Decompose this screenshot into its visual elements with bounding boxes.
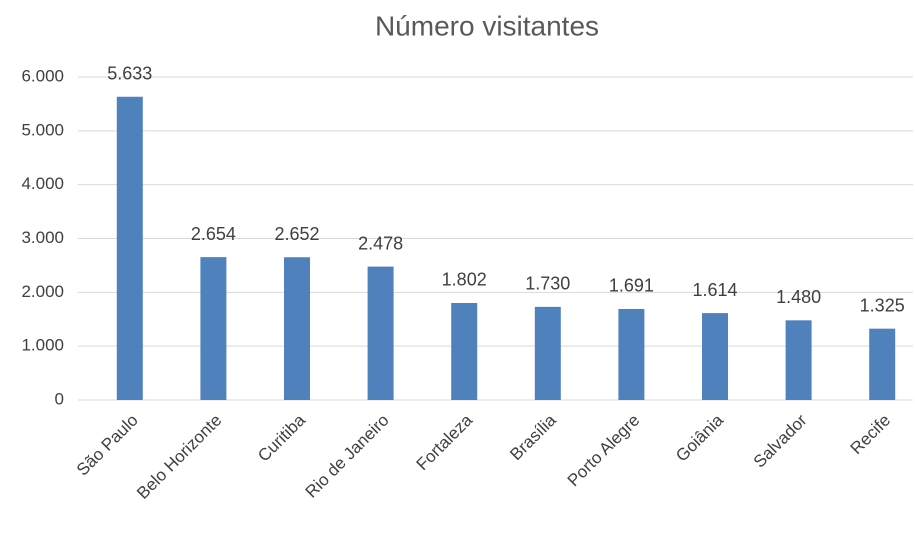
bar <box>451 302 478 400</box>
x-tick-label: Recife <box>847 411 895 459</box>
bar <box>116 96 143 400</box>
y-tick-label: 2.000 <box>21 282 64 301</box>
y-tick-label: 1.000 <box>21 336 64 355</box>
bar <box>534 306 561 400</box>
x-tick-label: Porto Alegre <box>564 411 644 491</box>
x-tick-label: Brasília <box>506 410 560 464</box>
bar <box>618 308 645 400</box>
value-label: 1.730 <box>525 274 570 294</box>
y-tick-label: 5.000 <box>21 120 64 139</box>
value-label: 1.325 <box>860 295 905 315</box>
value-label: 5.633 <box>107 64 152 84</box>
x-tick-label: Belo Horizonte <box>133 411 225 503</box>
y-tick-label: 3.000 <box>21 228 64 247</box>
x-tick-label: Curitiba <box>254 410 309 465</box>
y-tick-label: 0 <box>55 389 64 408</box>
bar <box>200 257 227 400</box>
value-label: 1.614 <box>692 280 737 300</box>
value-label: 2.654 <box>191 224 236 244</box>
value-label: 2.652 <box>274 224 319 244</box>
y-tick-label: 6.000 <box>21 66 64 85</box>
x-tick-label: Goiânia <box>672 410 727 465</box>
value-label: 1.691 <box>609 276 654 296</box>
value-label: 1.802 <box>442 270 487 290</box>
value-label: 2.478 <box>358 233 403 253</box>
bar <box>367 266 394 400</box>
y-tick-label: 4.000 <box>21 174 64 193</box>
x-tick-label: São Paulo <box>73 411 142 480</box>
x-tick-label: Salvador <box>750 410 811 471</box>
x-tick-label: Fortaleza <box>413 410 477 474</box>
bar <box>284 257 310 400</box>
bar <box>702 313 728 400</box>
bar <box>785 320 812 400</box>
value-label: 1.480 <box>776 287 821 307</box>
bar <box>869 328 896 400</box>
chart-title: Número visitantes <box>375 10 599 41</box>
x-tick-label: Rio de Janeiro <box>302 411 393 502</box>
